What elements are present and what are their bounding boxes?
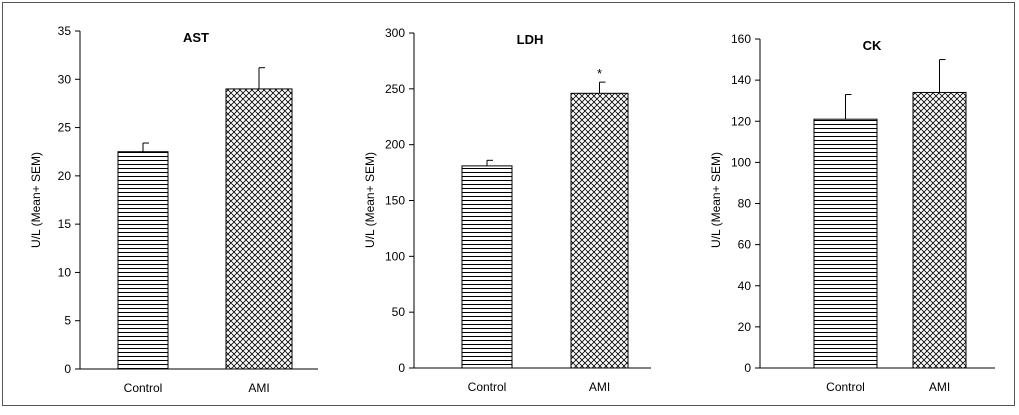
chart-1-x-tick-label: AMI xyxy=(248,381,269,395)
chart-3-bar-ami xyxy=(912,91,967,369)
chart-1-bar-ami xyxy=(225,88,293,370)
chart-3-y-tick-label: 80 xyxy=(738,197,752,211)
chart-1-y-tick-label: 15 xyxy=(58,217,72,231)
chart-1-x-tick-label: Control xyxy=(124,381,163,395)
chart-3-y-tick-label: 40 xyxy=(738,279,752,293)
chart-2-y-tick-label: 150 xyxy=(385,194,405,208)
chart-1-y-tick-label: 20 xyxy=(58,169,72,183)
chart-3-y-axis-label: U/L (Mean+ SEM) xyxy=(709,152,723,248)
chart-3-y-tick-label: 0 xyxy=(744,361,751,375)
chart-1-y-tick-label: 25 xyxy=(58,121,72,135)
chart-3-y-tick-label: 60 xyxy=(738,238,752,252)
chart-1-y-tick-label: 5 xyxy=(64,314,71,328)
chart-1-y-tick-label: 0 xyxy=(64,362,71,376)
chart-1-bar-control xyxy=(117,151,169,370)
chart-3-y-tick-label: 100 xyxy=(731,155,751,169)
chart-2-y-tick-label: 50 xyxy=(392,305,406,319)
chart-1-y-tick-label: 35 xyxy=(58,24,72,38)
chart-1-y-axis-label: U/L (Mean+ SEM) xyxy=(29,152,43,248)
chart-3-x-tick-label: Control xyxy=(826,380,865,394)
chart-3-title: CK xyxy=(863,38,882,53)
chart-2-y-tick-label: 300 xyxy=(385,26,405,40)
chart-3-bar-control xyxy=(813,118,878,369)
chart-2-y-tick-label: 200 xyxy=(385,138,405,152)
chart-3-y-tick-label: 20 xyxy=(738,320,752,334)
chart-3-x-tick-label: AMI xyxy=(929,380,950,394)
chart-2-bar-control xyxy=(461,165,513,369)
chart-2-y-tick-label: 100 xyxy=(385,249,405,263)
chart-2-significance-mark: * xyxy=(597,66,602,81)
chart-2-x-tick-label: AMI xyxy=(589,380,610,394)
chart-3-y-tick-label: 160 xyxy=(731,32,751,46)
chart-2-title: LDH xyxy=(517,32,544,47)
chart-2-y-tick-label: 250 xyxy=(385,82,405,96)
chart-1-y-tick-label: 30 xyxy=(58,72,72,86)
chart-1-title: AST xyxy=(183,30,209,45)
chart-3-y-tick-label: 140 xyxy=(731,73,751,87)
chart-3-y-tick-label: 120 xyxy=(731,114,751,128)
chart-2-y-tick-label: 0 xyxy=(398,361,405,375)
chart-2-x-tick-label: Control xyxy=(468,380,507,394)
chart-2-bar-ami xyxy=(570,92,629,369)
chart-2-y-axis-label: U/L (Mean+ SEM) xyxy=(363,152,377,248)
chart-1-y-tick-label: 10 xyxy=(58,265,72,279)
